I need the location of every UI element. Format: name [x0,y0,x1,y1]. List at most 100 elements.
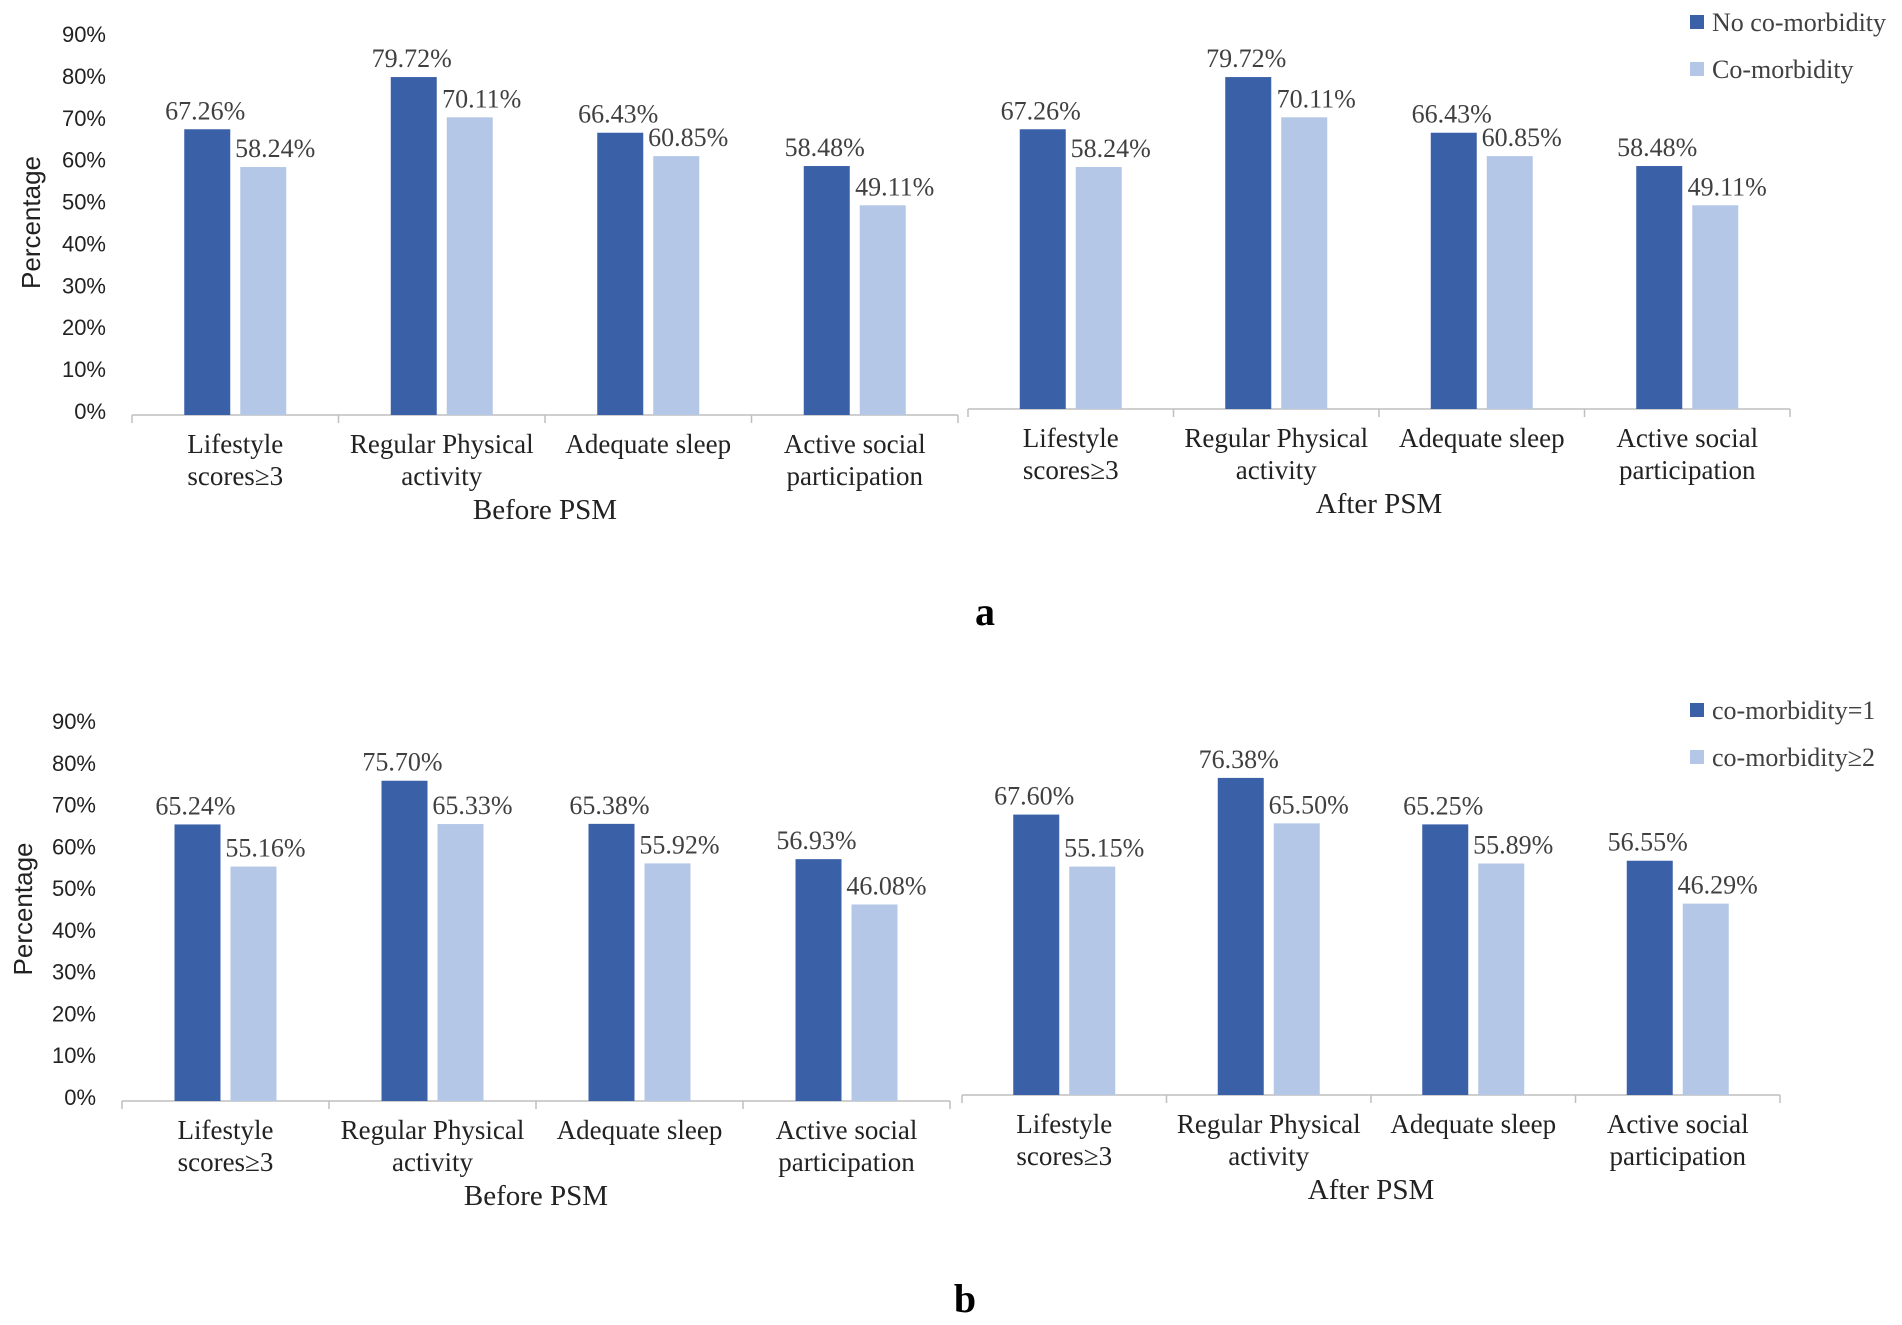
bar [851,904,898,1101]
data-label: 58.48% [785,133,865,162]
y-tick-label: 20% [52,1001,96,1026]
category-label-line: activity [1236,455,1317,485]
data-label: 46.08% [846,871,926,900]
y-tick-label: 10% [62,357,106,382]
legend-swatch [1690,703,1704,717]
bar [390,77,437,416]
category-label-line: Adequate sleep [1390,1109,1556,1139]
bar [859,205,906,415]
category-label-line: activity [401,461,482,491]
category-label: Regular Physical activity [341,1115,525,1177]
y-tick-label: 50% [52,876,96,901]
y-tick-label: 0% [64,1085,96,1110]
category-label-line: Lifestyle [1016,1109,1112,1139]
category-label-line: participation [1610,1141,1747,1171]
category-label-line: Lifestyle [187,429,283,459]
data-label: 58.24% [1071,134,1151,163]
category-label-line: Adequate sleep [565,429,731,459]
y-tick-label: 90% [62,22,106,47]
bar [795,859,842,1101]
bar [1692,205,1739,409]
group-label: After PSM [1308,1174,1434,1206]
bar [1422,824,1469,1095]
y-tick-label: 80% [62,64,106,89]
category-label: Lifestyle scores≥3 [187,429,283,491]
category-label-line: Adequate sleep [557,1115,723,1145]
data-label: 58.24% [235,134,315,163]
y-tick-label: 60% [52,834,96,859]
data-label: 65.25% [1403,791,1483,820]
data-label: 67.60% [994,782,1074,811]
y-tick-label: 30% [52,960,96,985]
category-label: Lifestyle scores≥3 [178,1115,274,1177]
data-label: 79.72% [1206,44,1286,73]
category-label: Active social participation [784,429,926,491]
data-label: 79.72% [372,44,452,73]
category-label-line: Regular Physical [341,1115,525,1145]
bar [1281,117,1328,409]
y-tick-label: 0% [74,399,106,424]
chart-panel-b: 0% 10% 20% 30% 40% 50% 60% 70% 80% 90% Percentage 6… [8,696,1875,1321]
bar [1486,156,1533,409]
data-label: 65.24% [155,791,235,820]
panel-label: b [954,1276,976,1321]
legend-label: No co-morbidity [1712,8,1886,37]
bar [1636,166,1683,409]
bar [1273,823,1320,1095]
data-label: 56.55% [1608,828,1688,857]
data-label: 60.85% [1482,123,1562,152]
y-tick-label: 20% [62,315,106,340]
group-label: Before PSM [464,1180,608,1212]
data-label: 67.26% [1001,96,1081,125]
y-tick-label: 40% [62,231,106,256]
category-label: Adequate sleep [565,429,731,459]
group-label: After PSM [1316,488,1442,520]
category-label: Regular Physical activity [1184,423,1368,485]
data-label: 67.26% [165,96,245,125]
bar [1013,814,1060,1095]
bar [437,824,484,1101]
category-label-line: scores≥3 [178,1147,274,1177]
bar [803,166,850,415]
category-label-line: scores≥3 [1023,455,1119,485]
category-label: Adequate sleep [1399,423,1565,453]
bar [230,866,277,1101]
bar [653,156,700,415]
category-label: Active social participation [1607,1109,1749,1171]
y-tick-label: 30% [62,273,106,298]
data-label: 55.92% [639,830,719,859]
data-label: 55.16% [225,834,305,863]
bar [1217,777,1264,1095]
bar [597,132,644,415]
category-label-line: Active social [1607,1109,1749,1139]
y-tick-label: 60% [62,148,106,173]
category-label-line: Adequate sleep [1399,423,1565,453]
bar [381,780,428,1101]
chart-panel-a: 0% 10% 20% 30% 40% 50% 60% 70% 80% 90% Percentage 6… [16,8,1886,634]
data-label: 55.89% [1473,831,1553,860]
legend-swatch [1690,750,1704,764]
data-label: 66.43% [578,100,658,129]
bar [240,167,287,415]
data-label: 55.15% [1064,834,1144,863]
data-label: 60.85% [648,123,728,152]
bar [1225,77,1272,410]
data-label: 66.43% [1412,100,1492,129]
category-label: Regular Physical activity [1177,1109,1361,1171]
category-label-line: activity [1228,1141,1309,1171]
y-tick-label: 50% [62,190,106,215]
bar [446,117,493,415]
category-label-line: Regular Physical [1177,1109,1361,1139]
bar [1478,863,1525,1095]
category-label-line: Regular Physical [1184,423,1368,453]
data-label: 70.11% [442,84,521,113]
data-label: 65.33% [432,791,512,820]
y-tick-label: 90% [52,709,96,734]
y-tick-label: 70% [62,106,106,131]
data-label: 70.11% [1277,84,1356,113]
data-label: 65.50% [1269,790,1349,819]
bar [1430,132,1477,409]
data-label: 49.11% [855,172,934,201]
data-label: 46.29% [1678,871,1758,900]
y-axis-label: Percentage [16,156,46,289]
